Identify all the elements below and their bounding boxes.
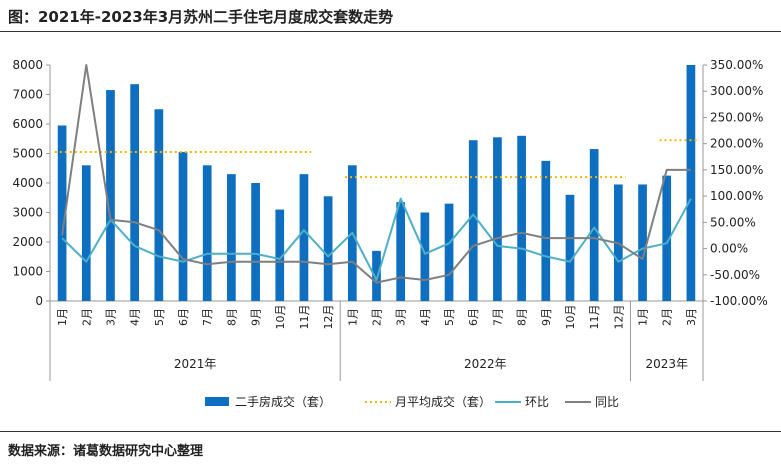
source-note: 数据来源：诸葛数据研究中心整理 bbox=[8, 444, 204, 459]
bar bbox=[106, 90, 115, 301]
x-tick-label: 1月 bbox=[637, 308, 650, 326]
bar bbox=[468, 140, 478, 301]
bar bbox=[57, 125, 67, 301]
x-tick-label: 1月 bbox=[346, 308, 359, 326]
legend-label: 同比 bbox=[595, 395, 619, 409]
x-tick-label: 12月 bbox=[612, 305, 625, 330]
x-tick-label: 4月 bbox=[129, 308, 142, 326]
bar bbox=[154, 109, 164, 301]
right-axis-tick-label: 200.00% bbox=[710, 137, 763, 151]
x-tick-label: 2月 bbox=[371, 308, 384, 326]
bar bbox=[275, 209, 285, 301]
bar bbox=[323, 196, 333, 301]
bar bbox=[299, 174, 309, 301]
right-axis-tick-label: 350.00% bbox=[710, 58, 763, 72]
x-tick-label: 6月 bbox=[177, 308, 190, 326]
bar bbox=[372, 250, 381, 301]
page-title: 图：2021年-2023年3月苏州二手住宅月度成交套数走势 bbox=[8, 8, 394, 26]
x-tick-label: 3月 bbox=[104, 308, 117, 326]
legend-label: 月平均成交（套） bbox=[395, 394, 491, 409]
legend-label: 环比 bbox=[525, 395, 549, 409]
x-tick-label: 6月 bbox=[467, 308, 480, 326]
bar bbox=[686, 65, 696, 301]
yoy-line bbox=[61, 64, 691, 284]
left-axis-tick-label: 1000 bbox=[12, 265, 43, 279]
left-axis-tick-label: 3000 bbox=[12, 206, 43, 220]
x-tick-label: 5月 bbox=[153, 308, 166, 326]
x-tick-label: 4月 bbox=[419, 308, 432, 326]
right-axis-tick-label: 0.00% bbox=[710, 242, 748, 256]
right-axis-tick-label: 50.00% bbox=[710, 215, 756, 229]
x-tick-label: 12月 bbox=[322, 305, 335, 330]
x-tick-label: 7月 bbox=[201, 308, 214, 326]
bar bbox=[227, 174, 236, 301]
x-tick-label: 2月 bbox=[661, 308, 674, 326]
bar bbox=[517, 135, 526, 301]
bar bbox=[251, 183, 260, 301]
right-axis-tick-label: 300.00% bbox=[710, 84, 763, 98]
bar bbox=[638, 184, 647, 301]
bar bbox=[130, 84, 140, 301]
left-axis-tick-label: 0 bbox=[35, 294, 43, 308]
bar bbox=[589, 149, 599, 301]
x-tick-label: 8月 bbox=[225, 308, 238, 326]
right-axis-tick-label: 250.00% bbox=[710, 110, 763, 124]
x-tick-label: 9月 bbox=[250, 308, 263, 326]
legend-swatch-bar bbox=[205, 397, 229, 406]
x-tick-label: 8月 bbox=[516, 308, 529, 326]
x-tick-label: 3月 bbox=[685, 308, 698, 326]
x-tick-label: 11月 bbox=[588, 305, 601, 330]
right-axis-tick-label: 100.00% bbox=[710, 189, 763, 203]
bar bbox=[202, 165, 212, 301]
bar bbox=[541, 160, 551, 301]
group-label: 2022年 bbox=[464, 357, 507, 371]
bar bbox=[420, 212, 430, 301]
group-label: 2023年 bbox=[645, 357, 688, 371]
x-tick-label: 10月 bbox=[564, 305, 577, 330]
x-tick-label: 7月 bbox=[491, 308, 504, 326]
x-tick-label: 3月 bbox=[395, 308, 408, 326]
right-axis-tick-label: 150.00% bbox=[710, 163, 763, 177]
x-tick-label: 11月 bbox=[298, 305, 311, 330]
left-axis-tick-label: 6000 bbox=[12, 117, 43, 131]
bar bbox=[493, 137, 502, 301]
left-axis-tick-label: 5000 bbox=[12, 147, 43, 161]
bar bbox=[81, 165, 91, 301]
title-divider bbox=[0, 31, 781, 32]
bar bbox=[396, 202, 406, 301]
x-tick-label: 1月 bbox=[56, 308, 69, 326]
left-axis-tick-label: 8000 bbox=[12, 58, 43, 72]
x-tick-label: 10月 bbox=[274, 305, 287, 330]
x-tick-label: 2月 bbox=[80, 308, 93, 326]
legend-label: 二手房成交（套） bbox=[235, 394, 331, 409]
right-axis-tick-label: -100.00% bbox=[710, 294, 768, 308]
chart: 0 1000 2000 3000 4000 5000 6000 7000 8000 -100.00… bbox=[12, 58, 768, 409]
bar bbox=[178, 152, 188, 301]
right-axis-tick-label: -50.00% bbox=[710, 268, 760, 282]
bar bbox=[565, 194, 575, 301]
left-axis-tick-label: 7000 bbox=[12, 88, 43, 102]
left-axis-tick-label: 4000 bbox=[12, 176, 43, 190]
x-tick-label: 5月 bbox=[443, 308, 456, 326]
source-divider bbox=[0, 431, 781, 432]
left-axis-tick-label: 2000 bbox=[12, 235, 43, 249]
group-label: 2021年 bbox=[174, 357, 217, 371]
x-tick-label: 9月 bbox=[540, 308, 553, 326]
bar bbox=[444, 203, 454, 301]
bar bbox=[662, 175, 672, 301]
